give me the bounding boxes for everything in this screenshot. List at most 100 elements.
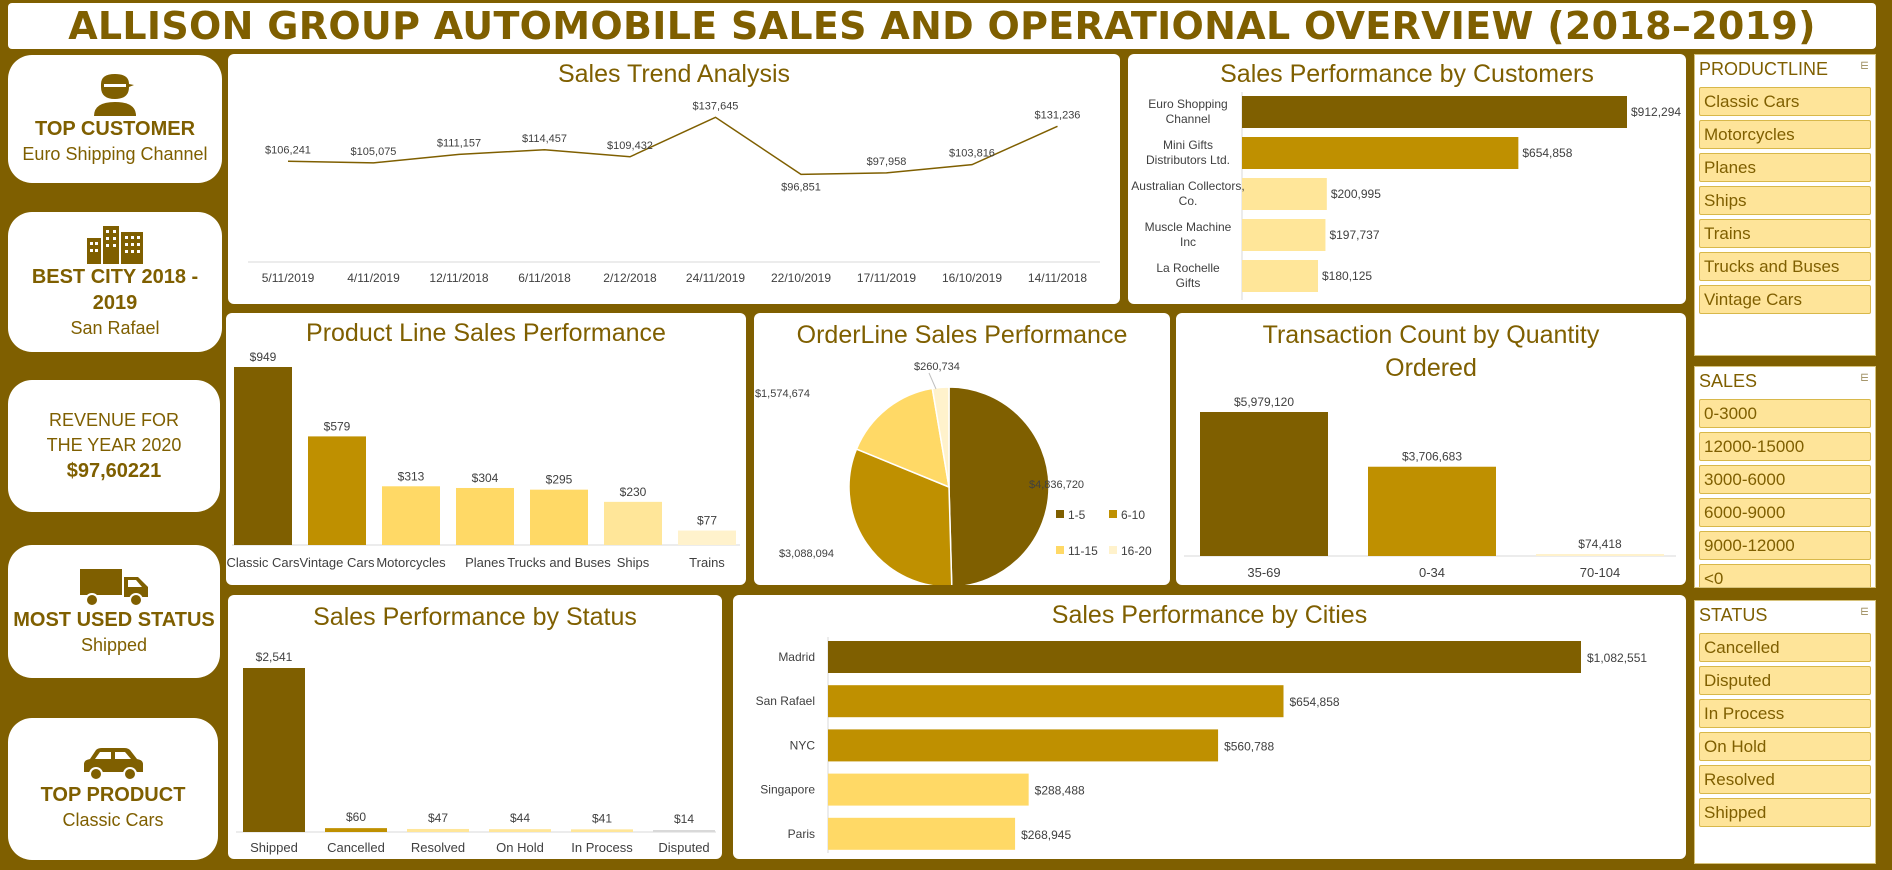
status-bar [571, 829, 633, 832]
sales-slicer-item[interactable]: 3000-6000 [1699, 465, 1871, 494]
y-tick-label: Euro Shopping [1148, 97, 1227, 111]
data-label: $579 [324, 419, 351, 433]
kpi-top-customer: TOP CUSTOMER Euro Shipping Channel [8, 55, 222, 183]
clear-filter-icon[interactable]: ⋿ [1860, 607, 1869, 618]
product-bar [382, 486, 440, 545]
status-slicer-item[interactable]: On Hold [1699, 732, 1871, 761]
x-tick-label: Planes [465, 555, 505, 570]
x-tick-label: Trucks and Buses [507, 555, 611, 570]
x-tick-label: In Process [571, 840, 633, 855]
status-slicer-item[interactable]: Cancelled [1699, 633, 1871, 662]
pie-slice [948, 386, 1050, 585]
data-label: $654,858 [1522, 146, 1572, 160]
status-slicer-item[interactable]: Resolved [1699, 765, 1871, 794]
y-tick-label: Mini Gifts [1163, 138, 1213, 152]
kpi-top-customer-label: TOP CUSTOMER [34, 118, 196, 140]
data-label: $103,816 [949, 148, 995, 160]
productline-slicer-item[interactable]: Ships [1699, 186, 1871, 215]
x-tick-label: 6/11/2018 [518, 271, 571, 285]
product-line-title: Product Line Sales Performance [306, 319, 666, 347]
status-bar [325, 828, 387, 832]
x-tick-label: 35-69 [1247, 565, 1280, 580]
sales-slicer-title: SALES [1699, 371, 1758, 391]
x-tick-label: Vintage Cars [300, 555, 375, 570]
quantity-chart: $5,979,120 35-69 $3,706,683 0-34 $74,418 70-1… [1184, 395, 1676, 580]
product-bar [234, 367, 292, 545]
city-bar [828, 773, 1029, 806]
product-bar [530, 489, 588, 545]
city-bar [828, 685, 1284, 718]
orderline-chart: $4,836,720 $3,088,094 $1,574,674 $260,734 1-… [755, 361, 1152, 585]
data-label: $295 [546, 473, 573, 487]
sales-slicer-item[interactable]: 12000-15000 [1699, 432, 1871, 461]
y-tick-label: Singapore [760, 783, 815, 797]
data-label: $41 [592, 811, 612, 825]
x-tick-label: Trains [689, 555, 725, 570]
product-bar [604, 501, 662, 545]
product-bar [678, 530, 736, 545]
clear-filter-icon[interactable]: ⋿ [1860, 373, 1869, 384]
status-slicer-item[interactable]: Disputed [1699, 666, 1871, 695]
status-slicer-item[interactable]: In Process [1699, 699, 1871, 728]
kpi-revenue-label: REVENUE FOR THE YEAR 2020 [46, 410, 182, 455]
data-label: $197,737 [1329, 228, 1379, 242]
product-line-chart: $949 Classic Cars $579 Vintage Cars $313 Moto… [227, 350, 740, 570]
y-tick-label: Muscle Machine [1145, 220, 1232, 234]
product-bar [308, 436, 366, 545]
y-tick-label: La Rochelle [1156, 261, 1220, 275]
pie-slice [848, 448, 953, 585]
data-label: $97,958 [867, 156, 907, 168]
x-tick-label: 16/10/2019 [942, 271, 1002, 285]
legend-swatch [1056, 510, 1064, 518]
y-tick-label: San Rafael [756, 694, 815, 708]
customer-bar [1242, 96, 1627, 128]
status-slicer-title: STATUS [1699, 605, 1768, 625]
person-icon [90, 72, 140, 116]
kpi-best-city-value: San Rafael [70, 318, 160, 338]
data-label: $949 [250, 350, 277, 364]
productline-slicer-item[interactable]: Motorcycles [1699, 120, 1871, 149]
status-slicer-items: Cancelled Disputed In Process On Hold Resolv… [1695, 633, 1875, 827]
status-slicer-item[interactable]: Shipped [1699, 798, 1871, 827]
leader-line [928, 372, 937, 390]
kpi-revenue: REVENUE FOR THE YEAR 2020 $97,60221 [8, 380, 220, 512]
y-tick-label: Distributors Ltd. [1146, 153, 1230, 167]
productline-slicer-item[interactable]: Trains [1699, 219, 1871, 248]
y-tick-label: Gifts [1176, 276, 1201, 290]
data-label: $2,541 [256, 650, 293, 664]
y-tick-label: Australian Collectors, [1131, 179, 1244, 193]
city-bar [828, 641, 1581, 673]
data-label: $44 [510, 811, 530, 825]
data-label: $4,836,720 [1029, 479, 1084, 491]
data-label: $60 [346, 810, 366, 824]
productline-slicer: PRODUCTLINE ⋿ Classic Cars Motorcycles Pla… [1694, 54, 1876, 356]
status-bar [243, 668, 305, 832]
sales-slicer-item[interactable]: 9000-12000 [1699, 531, 1871, 560]
x-tick-label: 2/12/2018 [603, 271, 657, 285]
productline-slicer-item[interactable]: Planes [1699, 153, 1871, 182]
clear-filter-icon[interactable]: ⋿ [1860, 61, 1869, 72]
sales-trend-panel: Sales Trend Analysis $106,241 5/11/2019 $1… [228, 54, 1120, 304]
data-label: $912,294 [1631, 105, 1681, 119]
sales-slicer-item[interactable]: <0 [1699, 564, 1871, 587]
productline-slicer-item[interactable]: Vintage Cars [1699, 285, 1871, 314]
city-icon [85, 224, 145, 264]
productline-slicer-item[interactable]: Trucks and Buses [1699, 252, 1871, 281]
kpi-top-product-value: Classic Cars [62, 810, 164, 830]
city-bar [828, 729, 1219, 762]
sales-slicer-item[interactable]: 0-3000 [1699, 399, 1871, 428]
customer-bar [1242, 219, 1326, 251]
sales-slicer: SALES ⋿ 0-3000 12000-15000 3000-6000 6000-9… [1694, 366, 1876, 588]
data-label: $109,432 [607, 140, 653, 152]
cities-title: Sales Performance by Cities [1051, 601, 1368, 629]
x-tick-label: Motorcycles [376, 555, 446, 570]
data-label: $304 [472, 471, 499, 485]
x-tick-label: 14/11/2018 [1028, 271, 1087, 285]
kpi-top-product-label: TOP PRODUCT [40, 784, 186, 806]
sales-slicer-items: 0-3000 12000-15000 3000-6000 6000-9000 9000-… [1695, 399, 1875, 587]
data-label: $137,645 [693, 100, 739, 112]
kpi-status-label: MOST USED STATUS [13, 608, 215, 631]
productline-slicer-item[interactable]: Classic Cars [1699, 87, 1871, 116]
data-label: $180,125 [1322, 269, 1372, 283]
sales-slicer-item[interactable]: 6000-9000 [1699, 498, 1871, 527]
